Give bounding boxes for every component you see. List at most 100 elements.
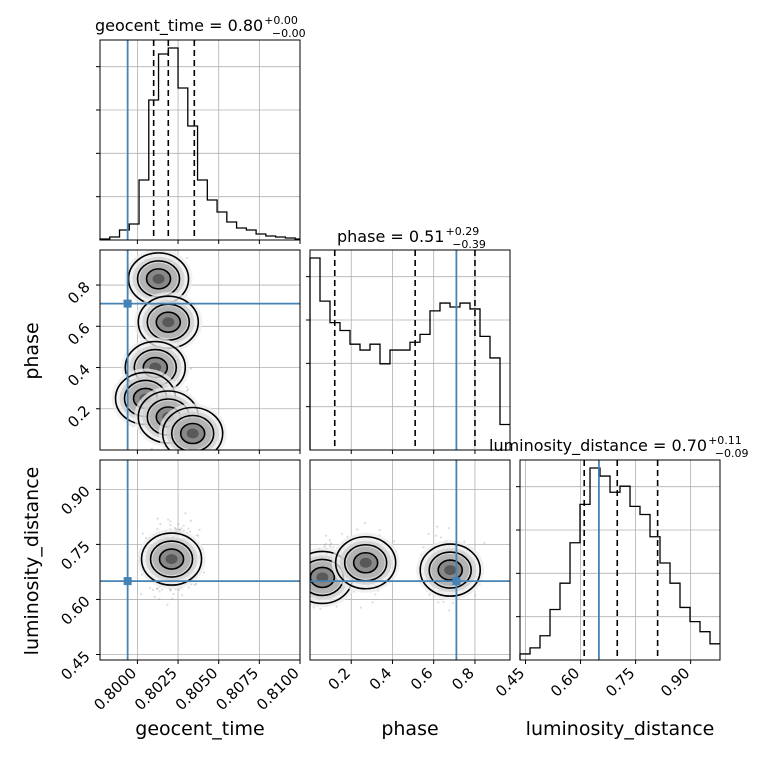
density-blob xyxy=(152,273,165,284)
tick-label-phase: 0.6 xyxy=(407,664,437,694)
xlabel-phase: phase xyxy=(381,718,438,740)
quantile-layer xyxy=(152,40,659,660)
sample-point xyxy=(304,591,306,593)
sample-point xyxy=(186,452,188,454)
histogram-geocent_time xyxy=(99,47,300,240)
tick-label-geocent_time: 0.8000 xyxy=(90,664,140,714)
truth-marker xyxy=(123,299,132,308)
density-geocent_time-phase xyxy=(111,250,227,457)
sample-point xyxy=(452,601,455,605)
sample-point xyxy=(306,589,308,591)
sample-point xyxy=(378,528,381,532)
density-blob xyxy=(444,565,457,576)
sample-point xyxy=(330,542,333,545)
sample-point xyxy=(301,562,303,564)
sample-point xyxy=(189,519,193,522)
sample-point xyxy=(301,561,303,563)
sample-point xyxy=(158,597,161,601)
sample-point xyxy=(359,606,362,609)
sample-point xyxy=(187,586,190,589)
sample-point xyxy=(324,534,328,537)
sample-point xyxy=(185,389,189,392)
sample-point xyxy=(199,453,201,455)
tick-label-phase: 0.8 xyxy=(64,278,94,308)
sample-point xyxy=(307,564,309,566)
sample-point xyxy=(332,546,335,549)
sample-point xyxy=(159,522,162,526)
sample-point xyxy=(201,450,203,452)
title-phase: phase = 0.51+0.29 −0.39 xyxy=(337,225,486,251)
sample-point xyxy=(145,536,148,540)
tick-label-luminosity_distance: 0.45 xyxy=(492,664,528,700)
sample-point xyxy=(329,545,332,548)
contour-line xyxy=(158,548,185,570)
sample-point xyxy=(185,451,187,453)
sample-point xyxy=(483,541,486,544)
panel-frame-phase-geocent_time xyxy=(99,249,301,451)
sample-point xyxy=(171,597,174,600)
sample-point xyxy=(188,530,192,533)
contour-line xyxy=(140,532,203,586)
density-blob xyxy=(316,572,329,583)
sample-point xyxy=(474,594,477,597)
truth-marker xyxy=(123,577,132,586)
sample-point xyxy=(328,543,332,546)
panel-frame-geocent_time-geocent_time xyxy=(99,39,301,241)
sample-point xyxy=(427,532,430,536)
panel-frame-luminosity_distance-geocent_time xyxy=(99,459,301,661)
sample-point xyxy=(307,577,309,579)
sample-point xyxy=(284,566,286,568)
sample-point xyxy=(196,452,198,454)
contour-line xyxy=(179,422,206,445)
sample-point xyxy=(190,583,193,586)
sample-point xyxy=(300,564,302,566)
sample-point xyxy=(435,534,438,537)
sample-point xyxy=(139,592,143,596)
sample-point xyxy=(179,451,181,453)
sample-point xyxy=(341,532,344,535)
ylabel-phase: phase xyxy=(21,322,43,379)
sample-point xyxy=(439,536,443,539)
density-blob xyxy=(186,428,199,439)
sample-point xyxy=(172,592,175,596)
sample-point xyxy=(195,534,199,537)
sample-point xyxy=(422,546,425,549)
sample-point xyxy=(177,522,180,526)
sample-point xyxy=(192,451,194,453)
sample-point xyxy=(323,544,326,547)
tick-label-luminosity_distance: 0.60 xyxy=(57,592,93,628)
xlabel-luminosity-distance: luminosity_distance xyxy=(526,718,715,740)
tick-label-luminosity_distance: 0.75 xyxy=(57,537,93,573)
sample-point xyxy=(463,540,466,543)
sample-point xyxy=(197,534,200,537)
sample-point xyxy=(302,578,304,580)
sample-point xyxy=(374,593,377,596)
sample-point xyxy=(436,525,439,528)
sample-point xyxy=(319,607,322,611)
sample-point xyxy=(192,455,194,457)
sample-point xyxy=(156,587,159,591)
sample-point xyxy=(156,527,159,530)
sample-point xyxy=(180,527,183,530)
histogram-luminosity_distance xyxy=(519,467,720,660)
sample-point xyxy=(158,590,161,593)
histogram-phase xyxy=(309,257,510,450)
tick-label-geocent_time: 0.8050 xyxy=(172,664,222,714)
frame-layer xyxy=(99,39,721,661)
density-geocent_time-luminosity_distance xyxy=(137,512,206,606)
sample-point xyxy=(304,567,306,569)
sample-point xyxy=(312,606,315,609)
sample-point xyxy=(307,570,309,572)
tick-label-phase: 0.4 xyxy=(64,360,94,390)
sample-point xyxy=(223,452,225,454)
contour-line xyxy=(428,551,473,589)
sample-point xyxy=(442,600,445,603)
density-blob xyxy=(165,554,178,565)
sample-point xyxy=(198,528,201,532)
sample-point xyxy=(156,587,159,590)
tick-label-phase: 0.2 xyxy=(324,664,354,694)
density-layer xyxy=(111,250,486,612)
contour-line xyxy=(161,406,224,450)
tick-label-luminosity_distance: 0.60 xyxy=(547,664,583,700)
sample-point xyxy=(190,367,193,370)
